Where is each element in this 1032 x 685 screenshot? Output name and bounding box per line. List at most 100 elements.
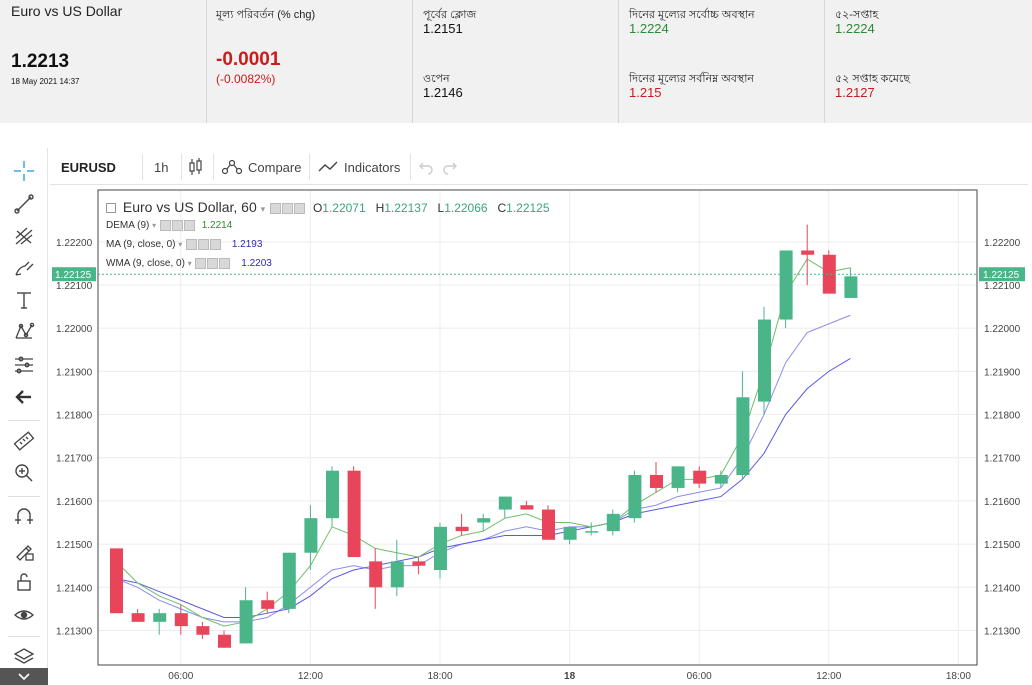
ohlc-high: 1.22137 (384, 201, 428, 215)
x-tick-label: 18:00 (946, 671, 971, 682)
candle-body (585, 531, 599, 533)
candle-body (412, 561, 426, 566)
close-icon[interactable] (294, 202, 306, 214)
day-low-value: 1.215 (629, 85, 662, 100)
price-chart[interactable]: 1.22200 1.22100 1.22000 1.21900 1.21800 1.217… (50, 186, 1028, 685)
last-price-line: 1.22125 1.22125 (52, 267, 1025, 282)
eye-icon[interactable] (9, 602, 39, 628)
brush-icon[interactable] (9, 255, 39, 281)
main-series-title: Euro vs US Dollar, 60 (122, 199, 257, 215)
lock-icon[interactable] (9, 569, 39, 595)
x-tick-label: 18:00 (427, 671, 452, 682)
y-tick-label: 1.21700 (56, 454, 93, 465)
y-tick-label: 1.21700 (984, 454, 1021, 465)
candle-body (196, 626, 210, 635)
ma-line (115, 357, 851, 618)
settings-icon[interactable] (186, 239, 198, 250)
settings-icon[interactable] (207, 258, 219, 269)
close-icon[interactable] (219, 258, 231, 269)
y-tick-label: 1.21600 (56, 497, 93, 508)
crosshair-icon[interactable] (9, 158, 39, 184)
y-tick-label: 1.21500 (984, 540, 1021, 551)
settings-icon[interactable] (159, 220, 171, 231)
toolbar-divider (309, 154, 310, 180)
chevron-down-icon[interactable]: ▾ (152, 221, 157, 231)
candle-body (736, 397, 750, 475)
indicators-button[interactable]: Indicators (318, 149, 400, 185)
divider (206, 0, 207, 123)
chevron-down-icon[interactable]: ▾ (260, 204, 266, 214)
settings-icon[interactable] (270, 202, 282, 214)
settings-icon[interactable] (171, 220, 183, 231)
y-tick-label: 1.21900 (984, 367, 1021, 378)
candle-body (520, 505, 534, 510)
candle-type-button[interactable] (188, 149, 204, 185)
ohlc-open: 1.22071 (322, 201, 366, 215)
candle-body (218, 634, 231, 648)
indicators-icon (318, 161, 338, 172)
candle-body (347, 470, 361, 558)
back-arrow-icon[interactable] (9, 384, 39, 410)
ma-legend: MA (9, close, 0) ▾ 1.2193 (106, 239, 262, 250)
price-change: -0.0001 (216, 49, 281, 70)
lock-drawing-icon[interactable] (9, 537, 39, 563)
chevron-down-icon[interactable]: ▾ (178, 240, 183, 250)
y-tick-label: 1.22200 (56, 238, 93, 249)
undo-icon (419, 162, 433, 175)
indicators-label: Indicators (344, 159, 401, 175)
chart-toolbar: EURUSD 1h Compare Indicators (50, 149, 1028, 185)
x-tick-label: 12:00 (298, 671, 323, 682)
candle-body (239, 600, 253, 644)
toolbar-divider (8, 636, 40, 637)
price-change-percent: (-0.0082%) (216, 72, 276, 86)
x-tick-label: 06:00 (687, 671, 712, 682)
close-icon[interactable] (183, 220, 195, 231)
y-tick-label: 1.22100 (56, 281, 93, 292)
layers-icon[interactable] (9, 644, 39, 670)
toolbar-divider (142, 154, 143, 180)
magnet-icon[interactable] (9, 504, 39, 530)
y-tick-label: 1.21300 (56, 626, 93, 637)
zoom-in-icon[interactable] (9, 460, 39, 486)
compare-button[interactable]: Compare (221, 149, 301, 185)
y-tick-label: 1.21800 (56, 411, 93, 422)
measure-icon[interactable] (9, 352, 39, 378)
redo-button[interactable] (442, 149, 458, 185)
compare-label: Compare (248, 159, 302, 175)
chevron-down-icon[interactable]: ▾ (187, 259, 192, 269)
candle-body (153, 613, 167, 622)
candle-body (110, 548, 123, 614)
last-price-label: 1.22125 (55, 270, 92, 281)
ruler-icon[interactable] (9, 428, 39, 454)
settings-icon[interactable] (195, 258, 207, 269)
week52-low-value: 1.2127 (835, 85, 875, 100)
y-tick-label: 1.21900 (56, 367, 93, 378)
divider (824, 0, 825, 123)
chart-area[interactable]: 1.22200 1.22100 1.22000 1.21900 1.21800 1.217… (50, 186, 1028, 685)
candle-body (326, 470, 339, 519)
dema-title: DEMA (9) (106, 220, 150, 232)
settings-icon[interactable] (198, 239, 210, 250)
symbol-search[interactable]: EURUSD (61, 159, 116, 175)
candle-body (455, 526, 469, 532)
prev-close-value: 1.2151 (423, 21, 463, 36)
week52-high-label: ৫২-সপ্তাহ (835, 9, 879, 21)
pattern-icon[interactable] (9, 319, 39, 345)
undo-button[interactable] (418, 149, 434, 185)
text-tool-icon[interactable] (9, 287, 39, 313)
toolbar-collapse-button[interactable] (0, 668, 48, 685)
candle-body (369, 561, 383, 588)
pitchfork-icon[interactable] (9, 223, 39, 249)
ohlc-high-label: H (375, 201, 385, 215)
quote-date: 18 May 2021 14:37 (11, 77, 80, 86)
trend-line-icon[interactable] (9, 191, 39, 217)
interval-selector[interactable]: 1h (154, 159, 169, 175)
ohlc-low-label: L (437, 201, 445, 215)
toolbar-divider (410, 154, 411, 180)
settings-icon[interactable] (282, 202, 294, 214)
wma-value: 1.2203 (241, 258, 272, 270)
collapse-legend-icon[interactable] (106, 203, 116, 214)
ohlc-open-label: O (312, 201, 323, 215)
close-icon[interactable] (210, 239, 222, 250)
x-axis: 06:00 12:00 18:00 18 06:00 12:00 18:00 (168, 671, 971, 682)
